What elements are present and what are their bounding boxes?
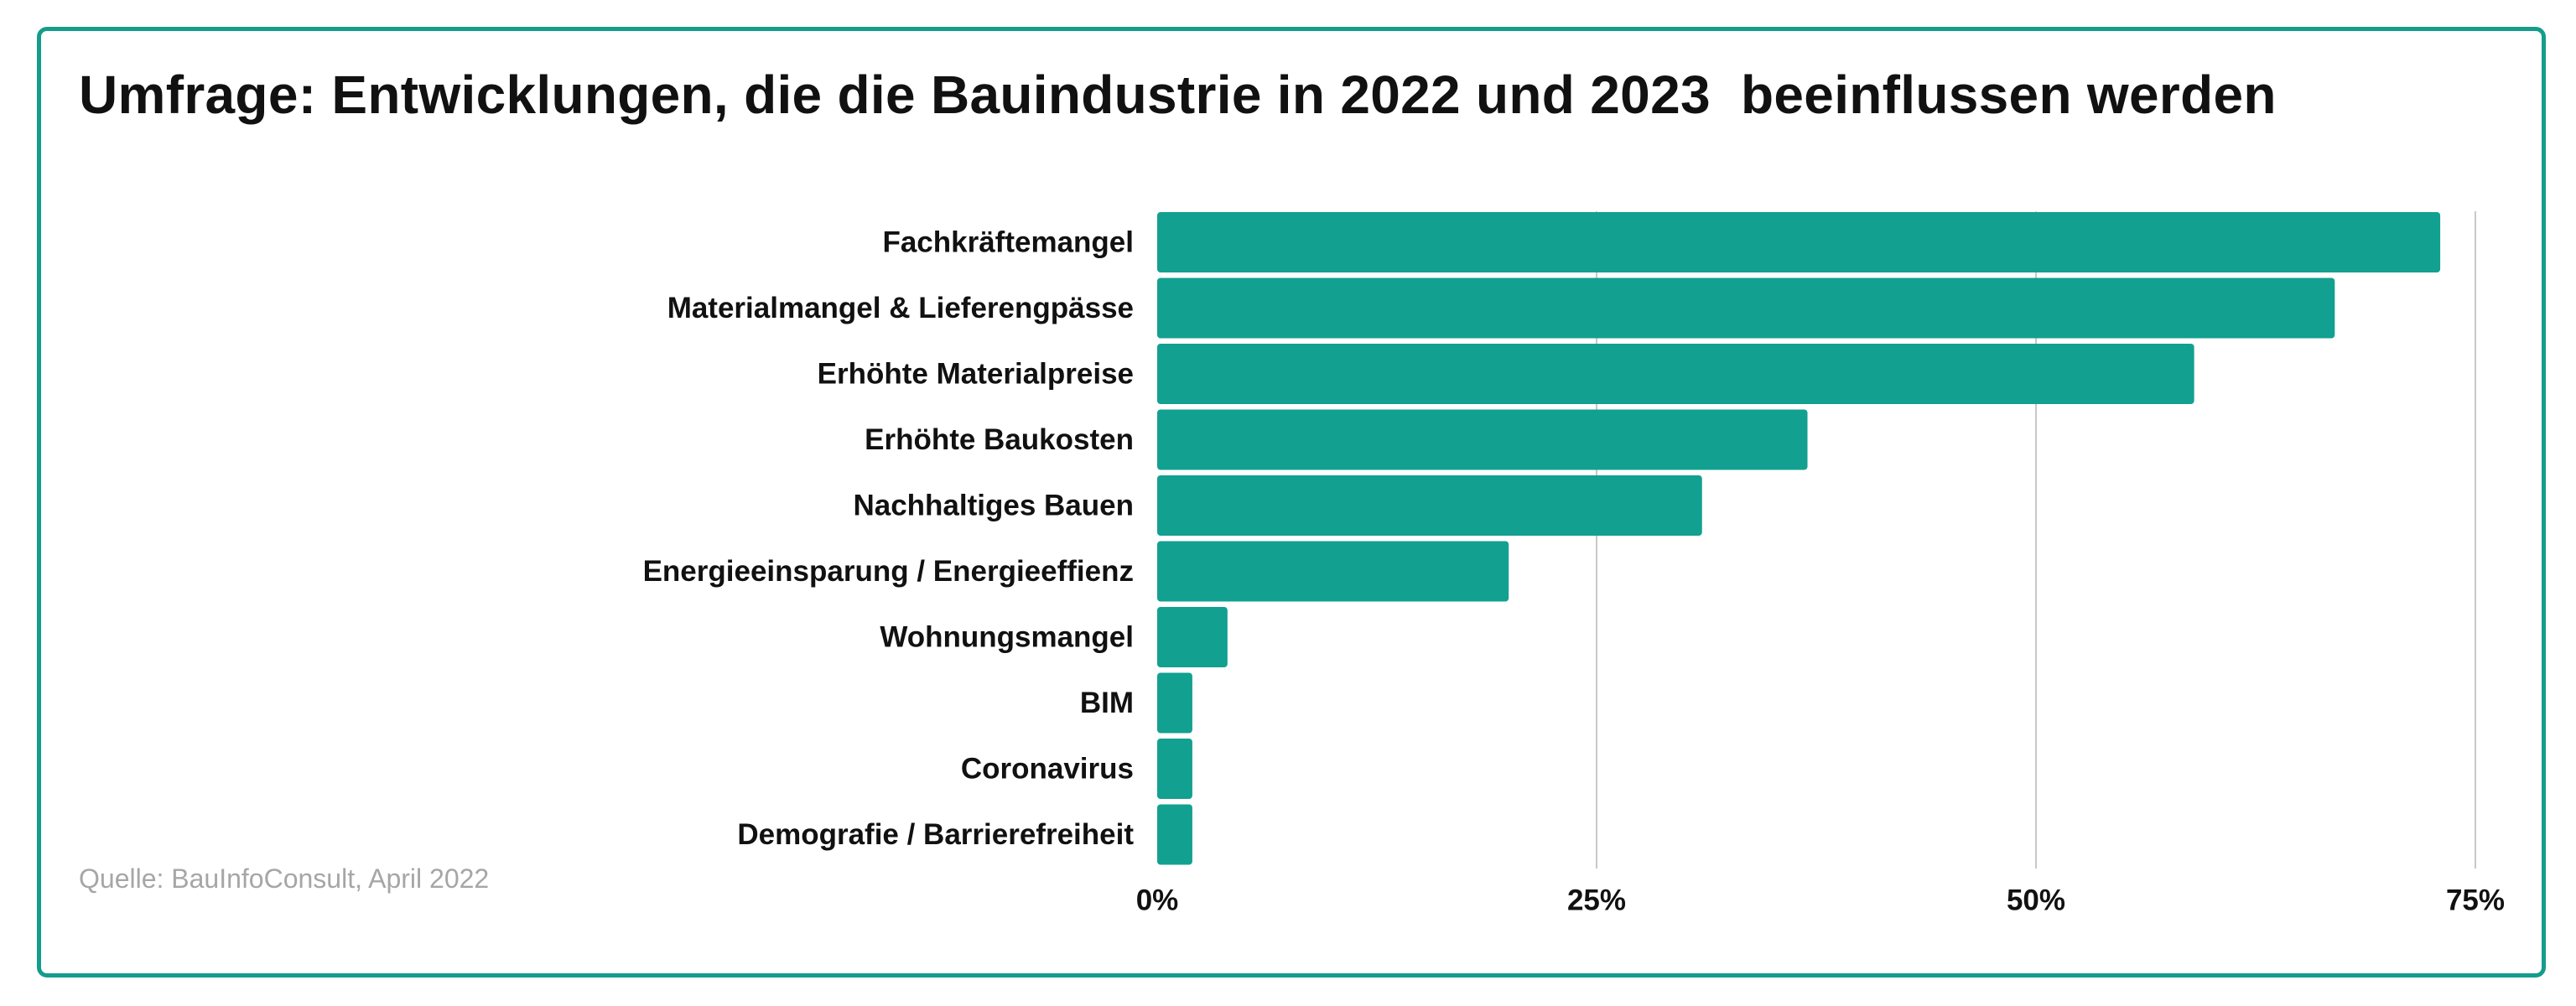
category-label: Coronavirus — [961, 753, 1134, 786]
x-tick-label: 25% — [1567, 884, 1626, 917]
bar-8 — [1157, 739, 1192, 799]
bar-2 — [1157, 344, 2194, 404]
category-label: Materialmangel & Lieferengpässe — [667, 292, 1134, 324]
category-labels: Fachkräftemangel Materialmangel & Liefere… — [643, 226, 1135, 852]
bar-0 — [1157, 212, 2441, 272]
category-label: Nachhaltiges Bauen — [853, 490, 1134, 522]
x-tick-label: 0% — [1136, 884, 1179, 917]
x-tick-label: 75% — [2446, 884, 2505, 917]
bar-3 — [1157, 409, 1808, 470]
bar-9 — [1157, 804, 1192, 865]
bar-1 — [1157, 277, 2335, 339]
x-axis-tick-labels: 0% 25% 50% 75% — [1136, 884, 2505, 917]
bar-7 — [1157, 672, 1192, 734]
bar-6 — [1157, 607, 1228, 667]
bar-4 — [1157, 475, 1702, 536]
category-label: Energieeinsparung / Energieeffienz — [643, 555, 1134, 588]
bars — [1157, 212, 2441, 865]
x-tick-label: 50% — [2007, 884, 2065, 917]
chart-title: Umfrage: Entwicklungen, die die Bauindus… — [79, 65, 2277, 125]
category-label: BIM — [1080, 687, 1134, 719]
bar-5 — [1157, 541, 1509, 602]
category-label: Demografie / Barrierefreiheit — [737, 818, 1134, 851]
category-label: Wohnungsmangel — [880, 621, 1134, 654]
category-label: Erhöhte Materialpreise — [818, 358, 1134, 391]
source-note: Quelle: BauInfoConsult, April 2022 — [79, 863, 490, 894]
category-label: Fachkräftemangel — [882, 226, 1134, 259]
category-label: Erhöhte Baukosten — [865, 423, 1134, 456]
